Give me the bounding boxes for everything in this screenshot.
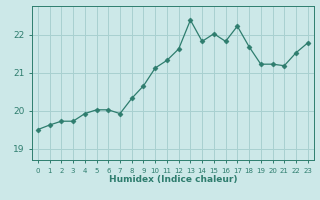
X-axis label: Humidex (Indice chaleur): Humidex (Indice chaleur) — [108, 175, 237, 184]
